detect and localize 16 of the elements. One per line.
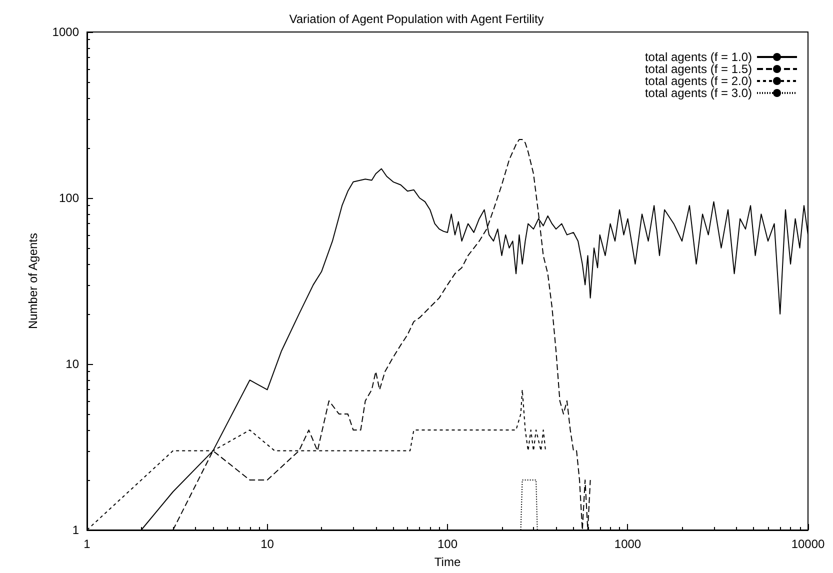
x-axis-title: Time xyxy=(434,555,461,569)
x-tick-label: 1000 xyxy=(614,537,642,551)
x-tick-label: 10 xyxy=(260,537,274,551)
y-tick-label: 1 xyxy=(72,523,80,537)
legend-label: total agents (f = 1.0) xyxy=(644,50,752,64)
y-tick-label: 10 xyxy=(66,357,80,371)
y-axis-title: Number of Agents xyxy=(26,232,40,330)
chart-title: Variation of Agent Population with Agent Fertility xyxy=(289,12,544,26)
x-tick-label: 100 xyxy=(437,537,458,551)
legend-label: total agents (f = 2.0) xyxy=(644,74,752,88)
legend-label: total agents (f = 3.0) xyxy=(644,86,752,100)
y-tick-label: 1000 xyxy=(52,25,80,39)
x-tick-label: 10000 xyxy=(791,537,826,551)
y-tick-label: 100 xyxy=(58,191,80,205)
x-tick-label: 1 xyxy=(84,537,91,551)
legend-label: total agents (f = 1.5) xyxy=(644,62,752,76)
